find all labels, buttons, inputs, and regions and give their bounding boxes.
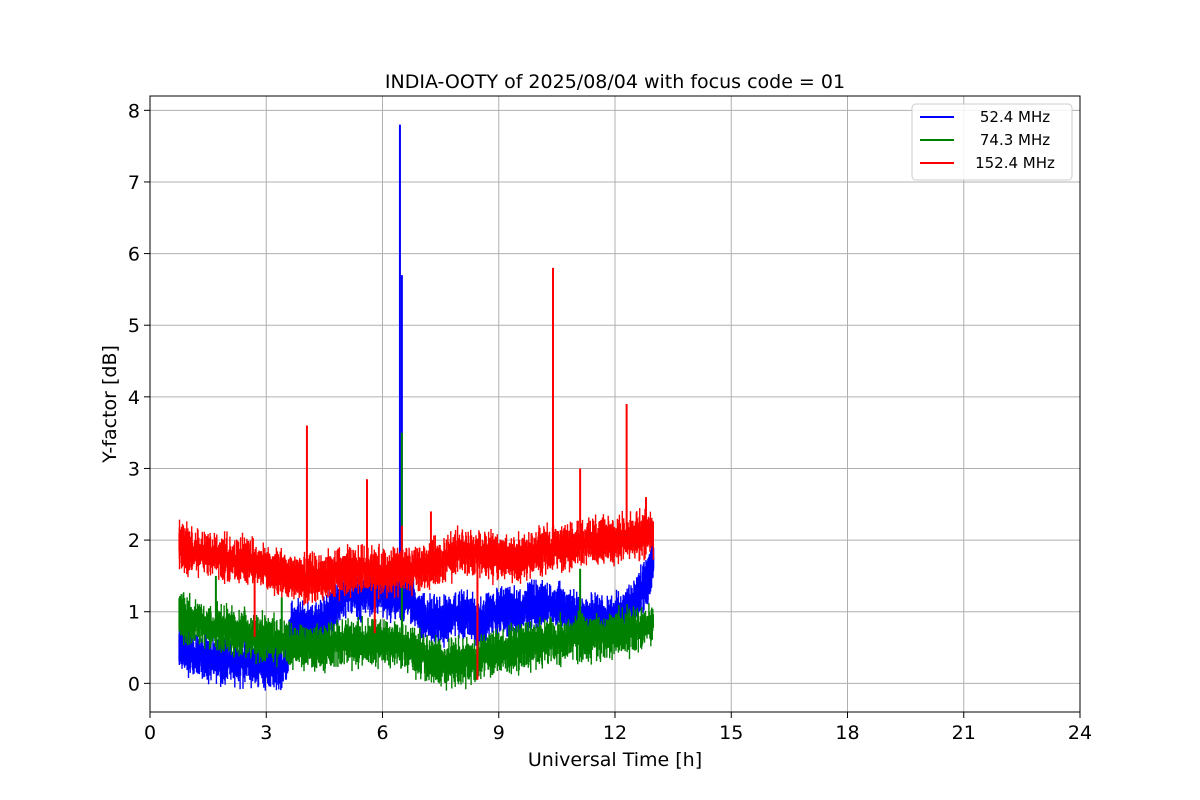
y-tick-label: 5	[128, 315, 140, 337]
y-tick-label: 1	[128, 602, 140, 624]
x-tick-label: 9	[493, 722, 505, 744]
legend-label-52-mhz: 52.4 MHz	[980, 108, 1050, 126]
x-tick-label: 21	[952, 722, 976, 744]
y-tick-label: 2	[128, 530, 140, 552]
x-tick-label: 24	[1068, 722, 1092, 744]
series-band-74-3-mhz	[178, 592, 654, 691]
y-tick-label: 6	[128, 244, 140, 266]
series-layer	[178, 124, 655, 691]
x-axis-title: Universal Time [h]	[528, 749, 702, 771]
legend: 52.4 MHz 74.3 MHz 152.4 MHz	[911, 103, 1073, 181]
x-tick-label: 3	[260, 722, 272, 744]
legend-label-74-mhz: 74.3 MHz	[980, 131, 1050, 149]
legend-label-152-mhz: 152.4 MHz	[975, 154, 1055, 172]
x-tick-label: 12	[603, 722, 627, 744]
series-band-152-4-mhz	[178, 508, 654, 606]
y-tick-label: 3	[128, 458, 140, 480]
y-tick-label: 0	[128, 673, 140, 695]
y-tick-label: 7	[128, 172, 140, 194]
y-tick-label: 8	[128, 100, 140, 122]
y-tick-label: 4	[128, 387, 140, 409]
legend-box	[911, 103, 1073, 181]
x-tick-label: 0	[144, 722, 156, 744]
y-axis-title: Y-factor [dB]	[99, 345, 121, 464]
x-tick-label: 15	[719, 722, 743, 744]
x-tick-label: 18	[835, 722, 859, 744]
chart-title: INDIA-OOTY of 2025/08/04 with focus code…	[385, 71, 845, 93]
x-tick-label: 6	[376, 722, 388, 744]
